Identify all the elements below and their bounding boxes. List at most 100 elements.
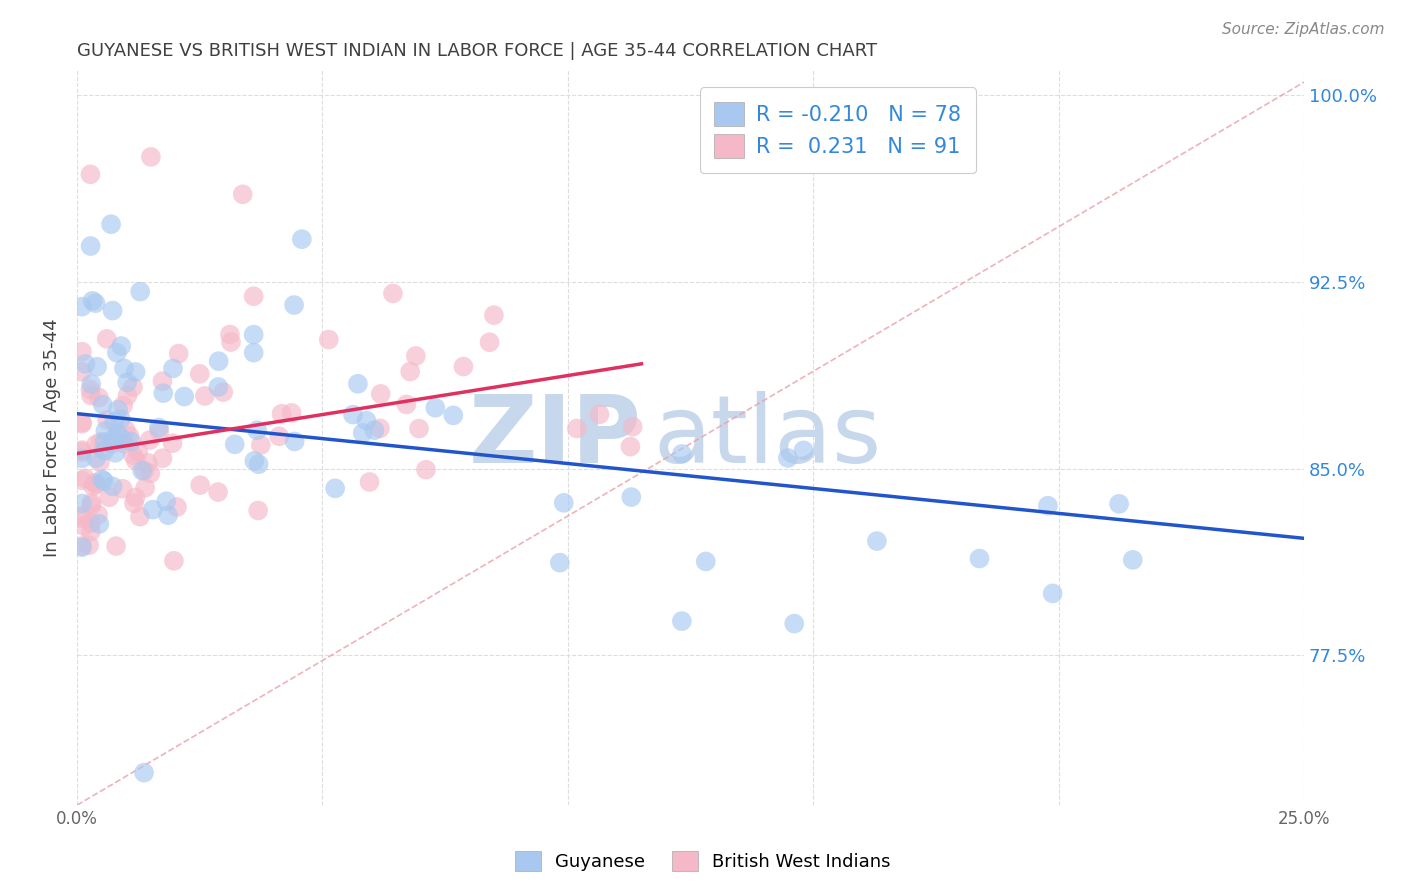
Point: [94, 424, 117, 438]
Point: [242, 289, 264, 303]
Point: [318, 333, 340, 347]
Point: [152, 386, 174, 401]
Point: [152, 374, 174, 388]
Point: [89, 516, 111, 531]
Point: [280, 406, 302, 420]
Point: [208, 354, 231, 368]
Point: [478, 335, 501, 350]
Point: [84, 451, 107, 466]
Point: [83, 475, 105, 490]
Point: [79, 383, 101, 397]
Point: [115, 376, 138, 390]
Point: [112, 399, 135, 413]
Point: [368, 421, 391, 435]
Point: [415, 462, 437, 476]
Point: [91, 473, 114, 487]
Point: [79, 167, 101, 181]
Point: [124, 365, 146, 379]
Point: [107, 402, 129, 417]
Point: [242, 345, 264, 359]
Point: [87, 508, 110, 522]
Text: GUYANESE VS BRITISH WEST INDIAN IN LABOR FORCE | AGE 35-44 CORRELATION CHART: GUYANESE VS BRITISH WEST INDIAN IN LABOR…: [77, 42, 877, 60]
Point: [70, 443, 93, 458]
Point: [381, 286, 404, 301]
Point: [86, 477, 108, 491]
Point: [548, 556, 571, 570]
Point: [269, 429, 291, 443]
Point: [79, 239, 101, 253]
Point: [107, 428, 129, 442]
Point: [695, 554, 717, 568]
Point: [117, 388, 139, 402]
Point: [129, 509, 152, 524]
Point: [101, 303, 124, 318]
Point: [118, 429, 141, 443]
Point: [776, 450, 799, 465]
Point: [111, 482, 134, 496]
Point: [80, 499, 103, 513]
Point: [93, 435, 115, 450]
Point: [136, 456, 159, 470]
Point: [114, 437, 136, 451]
Point: [291, 232, 314, 246]
Point: [405, 349, 427, 363]
Point: [70, 508, 93, 523]
Point: [93, 474, 115, 488]
Point: [80, 377, 103, 392]
Point: [112, 361, 135, 376]
Point: [101, 479, 124, 493]
Point: [453, 359, 475, 374]
Point: [284, 434, 307, 449]
Point: [73, 519, 96, 533]
Point: [620, 490, 643, 504]
Point: [86, 359, 108, 374]
Point: [70, 300, 93, 314]
Point: [783, 616, 806, 631]
Point: [131, 464, 153, 478]
Point: [793, 443, 815, 458]
Point: [425, 401, 447, 415]
Point: [75, 357, 97, 371]
Point: [120, 434, 142, 449]
Point: [89, 455, 111, 469]
Point: [125, 453, 148, 467]
Point: [80, 496, 103, 510]
Point: [110, 339, 132, 353]
Point: [96, 413, 118, 427]
Point: [139, 467, 162, 481]
Point: [103, 415, 125, 429]
Point: [148, 424, 170, 438]
Legend: Guyanese, British West Indians: Guyanese, British West Indians: [508, 844, 898, 879]
Point: [139, 150, 162, 164]
Point: [77, 538, 100, 552]
Point: [408, 421, 430, 435]
Point: [127, 444, 149, 458]
Point: [242, 327, 264, 342]
Point: [173, 390, 195, 404]
Point: [107, 426, 129, 441]
Point: [553, 496, 575, 510]
Point: [356, 414, 378, 428]
Point: [96, 332, 118, 346]
Point: [105, 539, 128, 553]
Point: [105, 345, 128, 359]
Point: [247, 457, 270, 471]
Point: [111, 433, 134, 447]
Point: [70, 511, 93, 525]
Point: [101, 436, 124, 450]
Text: Source: ZipAtlas.com: Source: ZipAtlas.com: [1222, 22, 1385, 37]
Point: [157, 508, 180, 523]
Point: [188, 478, 211, 492]
Point: [75, 471, 97, 485]
Point: [167, 346, 190, 360]
Point: [671, 447, 693, 461]
Point: [87, 391, 110, 405]
Point: [363, 423, 385, 437]
Point: [122, 448, 145, 462]
Point: [347, 376, 370, 391]
Point: [70, 416, 93, 430]
Legend: R = -0.210   N = 78, R =  0.231   N = 91: R = -0.210 N = 78, R = 0.231 N = 91: [700, 87, 976, 173]
Point: [671, 614, 693, 628]
Point: [110, 412, 132, 426]
Point: [80, 524, 103, 539]
